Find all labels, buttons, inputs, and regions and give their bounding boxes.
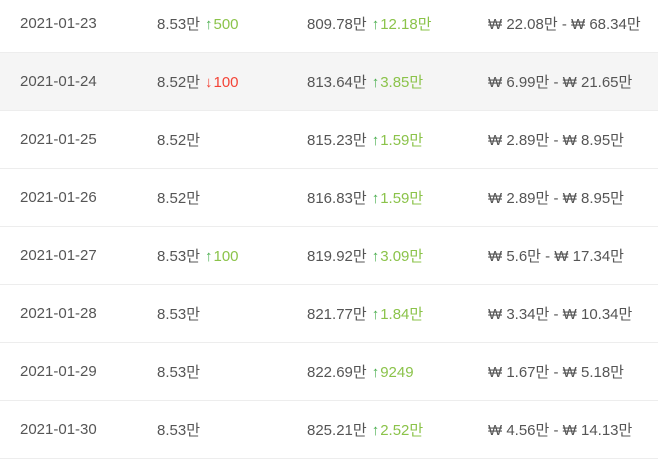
price-change-value: 100 xyxy=(213,248,239,265)
price-cell: 8.53만 xyxy=(157,303,307,324)
total-value: 813.64만 xyxy=(307,74,367,91)
won-range-cell: ₩ 1.67만 - ₩ 5.18만 xyxy=(488,364,624,381)
up-arrow-icon: ↑ xyxy=(371,306,380,323)
table-row[interactable]: 2021-01-23 8.53만 ↑500 809.78만 ↑12.18만 ₩ 22… xyxy=(0,0,658,53)
up-arrow-icon: ↑ xyxy=(371,248,380,265)
won-range-cell: ₩ 2.89만 - ₩ 8.95만 xyxy=(488,132,624,149)
total-change-value: 9249 xyxy=(380,364,414,381)
table-row[interactable]: 2021-01-27 8.53만 ↑100 819.92만 ↑3.09만 ₩ 5.6… xyxy=(0,227,658,285)
price-value: 8.53만 xyxy=(157,364,200,381)
up-arrow-icon: ↑ xyxy=(371,16,380,33)
total-cell: 819.92만 ↑3.09만 xyxy=(307,245,488,266)
price-value: 8.52만 xyxy=(157,74,200,91)
table-row[interactable]: 2021-01-25 8.52만 815.23만 ↑1.59만 ₩ 2.89만 -… xyxy=(0,111,658,169)
won-range-cell: ₩ 22.08만 - ₩ 68.34만 xyxy=(488,16,641,33)
won-range-cell: ₩ 2.89만 - ₩ 8.95만 xyxy=(488,190,624,207)
date-cell: 2021-01-25 xyxy=(20,131,97,148)
table-row[interactable]: 2021-01-24 8.52만 ↓100 813.64만 ↑3.85만 ₩ 6.9… xyxy=(0,53,658,111)
total-change-value: 1.59만 xyxy=(380,132,424,149)
up-arrow-icon: ↑ xyxy=(205,16,213,33)
total-cell: 815.23만 ↑1.59만 xyxy=(307,129,488,150)
price-value: 8.53만 xyxy=(157,16,200,33)
table-row[interactable]: 2021-01-28 8.53만 821.77만 ↑1.84만 ₩ 3.34만 -… xyxy=(0,285,658,343)
up-arrow-icon: ↑ xyxy=(371,422,380,439)
date-cell: 2021-01-26 xyxy=(20,189,97,206)
date-cell: 2021-01-27 xyxy=(20,247,97,264)
total-value: 825.21만 xyxy=(307,422,367,439)
won-range-cell: ₩ 3.34만 - ₩ 10.34만 xyxy=(488,306,633,323)
table-row[interactable]: 2021-01-26 8.52만 816.83만 ↑1.59만 ₩ 2.89만 -… xyxy=(0,169,658,227)
price-cell: 8.53만 ↑500 xyxy=(157,13,307,34)
total-cell: 816.83만 ↑1.59만 xyxy=(307,187,488,208)
date-cell: 2021-01-29 xyxy=(20,363,97,380)
total-change-value: 2.52만 xyxy=(380,422,424,439)
date-cell: 2021-01-28 xyxy=(20,305,97,322)
total-change-value: 3.85만 xyxy=(380,74,424,91)
won-range-cell: ₩ 6.99만 - ₩ 21.65만 xyxy=(488,74,633,91)
total-change-value: 1.59만 xyxy=(380,190,424,207)
price-cell: 8.53만 xyxy=(157,361,307,382)
date-cell: 2021-01-24 xyxy=(20,73,97,90)
price-value: 8.52만 xyxy=(157,132,200,149)
won-range-cell: ₩ 5.6만 - ₩ 17.34만 xyxy=(488,248,624,265)
total-cell: 825.21만 ↑2.52만 xyxy=(307,419,488,440)
total-value: 821.77만 xyxy=(307,306,367,323)
total-value: 815.23만 xyxy=(307,132,367,149)
total-value: 822.69만 xyxy=(307,364,367,381)
up-arrow-icon: ↑ xyxy=(371,132,380,149)
total-cell: 822.69만 ↑9249 xyxy=(307,361,488,382)
total-value: 816.83만 xyxy=(307,190,367,207)
total-change-value: 3.09만 xyxy=(380,248,424,265)
table-row[interactable]: 2021-01-29 8.53만 822.69만 ↑9249 ₩ 1.67만 - … xyxy=(0,343,658,401)
price-cell: 8.52만 xyxy=(157,129,307,150)
total-cell: 809.78만 ↑12.18만 xyxy=(307,13,488,34)
total-change-value: 1.84만 xyxy=(380,306,424,323)
price-cell: 8.52만 xyxy=(157,187,307,208)
total-value: 819.92만 xyxy=(307,248,367,265)
price-cell: 8.53만 xyxy=(157,419,307,440)
total-change-value: 12.18만 xyxy=(380,16,432,33)
price-value: 8.53만 xyxy=(157,306,200,323)
down-arrow-icon: ↓ xyxy=(205,74,213,91)
up-arrow-icon: ↑ xyxy=(205,248,213,265)
price-value: 8.53만 xyxy=(157,248,200,265)
total-cell: 821.77만 ↑1.84만 xyxy=(307,303,488,324)
up-arrow-icon: ↑ xyxy=(371,364,380,381)
up-arrow-icon: ↑ xyxy=(371,190,380,207)
price-cell: 8.53만 ↑100 xyxy=(157,245,307,266)
table-row[interactable]: 2021-01-30 8.53만 825.21만 ↑2.52만 ₩ 4.56만 -… xyxy=(0,401,658,459)
won-range-cell: ₩ 4.56만 - ₩ 14.13만 xyxy=(488,422,633,439)
price-change-value: 100 xyxy=(213,74,239,91)
up-arrow-icon: ↑ xyxy=(371,74,380,91)
total-cell: 813.64만 ↑3.85만 xyxy=(307,71,488,92)
total-value: 809.78만 xyxy=(307,16,367,33)
price-cell: 8.52만 ↓100 xyxy=(157,71,307,92)
price-value: 8.53만 xyxy=(157,422,200,439)
date-cell: 2021-01-30 xyxy=(20,421,97,438)
price-change-value: 500 xyxy=(213,16,239,33)
date-cell: 2021-01-23 xyxy=(20,15,97,32)
price-value: 8.52만 xyxy=(157,190,200,207)
